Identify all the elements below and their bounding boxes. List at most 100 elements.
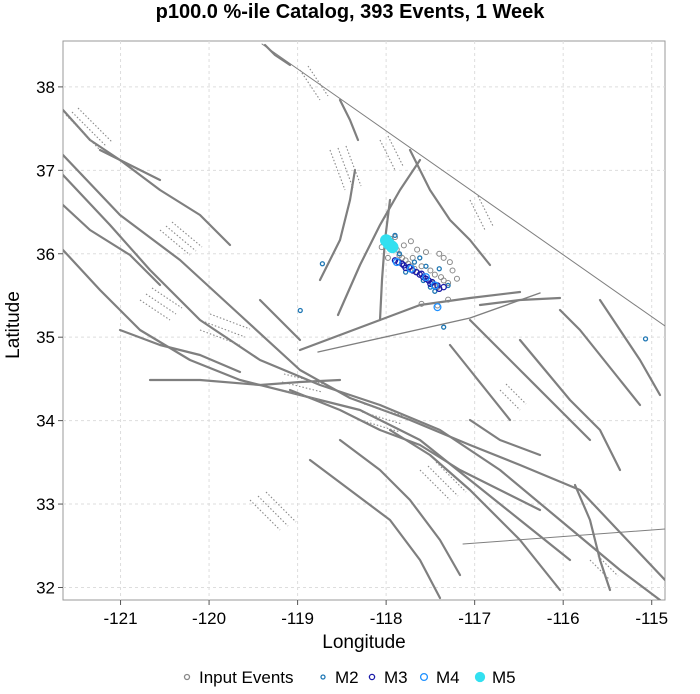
- hatch-band: [159, 221, 203, 256]
- fault-trace: [63, 153, 665, 582]
- hatch-band: [419, 461, 467, 501]
- point-m2: [642, 336, 649, 342]
- point-input-events: [407, 238, 414, 245]
- point-m4: [421, 273, 431, 282]
- legend-marker: [419, 672, 429, 682]
- scatter-points: [297, 232, 649, 342]
- legend-label: M2: [335, 668, 359, 687]
- point-m4: [433, 303, 442, 312]
- fault-trace: [598, 298, 662, 397]
- legend-marker: [320, 674, 326, 680]
- point-input-events: [418, 300, 425, 307]
- point-m3: [440, 283, 447, 291]
- point-m3: [409, 267, 416, 274]
- point-input-events: [440, 254, 447, 261]
- fault-trace: [98, 148, 162, 182]
- fault-trace: [258, 298, 302, 342]
- fault-trace: [298, 290, 522, 352]
- point-m4: [406, 264, 415, 273]
- point-m2: [392, 232, 398, 239]
- fault-trace: [448, 343, 512, 422]
- legend-marker: [474, 671, 486, 683]
- point-m2: [436, 266, 442, 272]
- chart-title: p100.0 %-ile Catalog, 393 Events, 1 Week: [156, 1, 546, 23]
- point-m2: [297, 307, 303, 314]
- point-m4: [430, 281, 439, 290]
- point-input-events: [453, 275, 460, 282]
- point-input-events: [391, 234, 398, 241]
- fault-trace: [388, 428, 562, 592]
- point-input-events: [414, 246, 421, 253]
- hatch-band: [65, 107, 113, 151]
- fault-trace: [63, 108, 232, 247]
- axis-ticks: -121 -120 -119 -118 -117 -116 -115 32 33 34 35 36 37…: [36, 78, 668, 628]
- point-m5: [379, 234, 393, 247]
- point-m2: [441, 324, 447, 330]
- y-tick-label: 32: [36, 578, 55, 597]
- fault-trace: [148, 378, 342, 387]
- legend-marker: [368, 673, 376, 681]
- fault-trace: [63, 203, 162, 287]
- point-input-events: [445, 279, 452, 286]
- point-m3: [391, 257, 399, 264]
- point-m4: [392, 258, 401, 267]
- fault-trace: [118, 328, 242, 374]
- hatch-band: [589, 555, 619, 581]
- plot-area: [62, 40, 666, 601]
- y-tick-label: 37: [36, 161, 55, 180]
- legend-label: M3: [384, 668, 408, 687]
- legend-label: Input Events: [199, 668, 294, 687]
- legend-label: M4: [436, 668, 460, 687]
- y-tick-label: 36: [36, 245, 55, 264]
- x-tick-label: -118: [370, 609, 403, 628]
- point-input-events: [436, 250, 443, 257]
- fault-trace: [468, 318, 592, 442]
- fault-trace: [263, 43, 292, 67]
- x-tick-label: -117: [458, 609, 491, 628]
- fault-zone-hatching: [65, 65, 619, 581]
- point-input-events: [446, 259, 453, 266]
- point-input-events: [427, 267, 434, 274]
- hatch-band: [139, 287, 183, 321]
- x-tick-label: -121: [104, 609, 138, 628]
- fault-trace: [408, 148, 492, 267]
- fault-trace: [338, 438, 462, 577]
- point-m2: [417, 255, 423, 261]
- legend: Input Events M2 M3 M4 M5: [183, 668, 516, 687]
- fault-trace: [338, 98, 360, 142]
- fault-trace: [63, 173, 662, 600]
- hatch-band: [299, 65, 329, 101]
- fault-trace: [336, 158, 422, 317]
- fault-trace: [378, 198, 392, 322]
- fault-trace: [308, 458, 442, 600]
- point-input-events: [422, 249, 429, 256]
- fault-lines: [63, 43, 665, 600]
- hatch-band: [199, 313, 251, 346]
- point-m3: [427, 280, 434, 288]
- boundary-line: [261, 43, 665, 327]
- legend-label: M5: [492, 668, 516, 687]
- x-tick-label: -116: [547, 609, 580, 628]
- fault-trace: [558, 308, 642, 407]
- point-input-events: [440, 277, 447, 284]
- x-tick-label: -115: [635, 609, 668, 628]
- point-m3: [405, 263, 413, 271]
- boundary-line: [462, 528, 665, 545]
- point-input-events: [384, 254, 391, 261]
- fault-trace: [318, 168, 357, 282]
- fault-trace: [478, 296, 562, 307]
- fault-trace: [468, 418, 542, 457]
- fault-trace: [518, 338, 622, 472]
- point-m2: [423, 263, 429, 269]
- y-tick-label: 34: [36, 412, 55, 431]
- point-input-events: [449, 267, 456, 274]
- point-m2: [411, 259, 418, 265]
- hatch-band: [249, 491, 297, 531]
- y-axis-label: Latitude: [3, 291, 24, 359]
- hatch-band: [499, 383, 527, 411]
- point-m2: [396, 251, 403, 257]
- y-tick-label: 35: [36, 328, 55, 347]
- y-tick-label: 38: [36, 78, 55, 97]
- x-tick-label: -120: [192, 609, 226, 628]
